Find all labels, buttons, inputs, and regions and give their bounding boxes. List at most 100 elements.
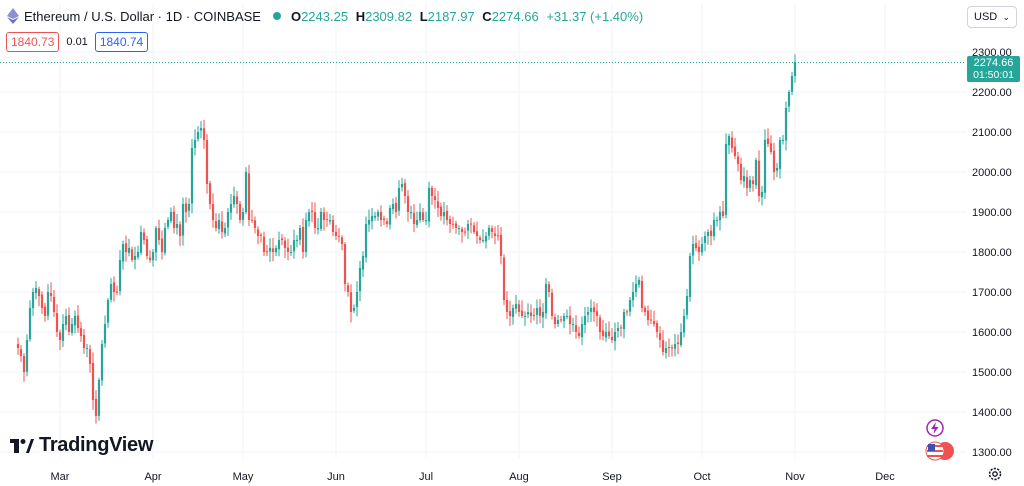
candle [337, 227, 341, 243]
candle [637, 276, 641, 288]
close-value: 2274.66 [491, 8, 539, 24]
candle [778, 137, 782, 179]
candle [247, 164, 251, 227]
candle [700, 237, 704, 256]
candle [127, 238, 131, 257]
x-tick-label: Dec [875, 471, 895, 483]
candle [25, 334, 29, 377]
candle [409, 205, 413, 219]
candle [772, 142, 776, 181]
candle [115, 285, 119, 296]
symbol-title[interactable]: Ethereum / U.S. Dollar · 1D · COINBASE [24, 8, 261, 24]
candle [253, 216, 257, 234]
candle [466, 219, 470, 239]
candle [382, 215, 386, 226]
gear-icon[interactable] [987, 466, 1003, 482]
candle [121, 240, 125, 270]
tradingview-logo[interactable]: TradingView [10, 434, 153, 457]
candle [604, 323, 608, 342]
candle [175, 214, 179, 235]
candle [793, 54, 797, 83]
candle [754, 157, 758, 190]
candle [736, 152, 740, 172]
candle [673, 333, 677, 357]
lightning-icon[interactable] [926, 419, 944, 437]
candle [751, 176, 755, 192]
y-tick-label: 1800.00 [972, 247, 1012, 259]
candle [727, 133, 731, 155]
candle [502, 254, 506, 305]
candle [520, 300, 524, 319]
candle [523, 311, 527, 326]
candle [250, 209, 254, 223]
candle [97, 377, 101, 421]
spread-value: 0.01 [66, 36, 88, 48]
candle [172, 205, 176, 234]
candle [613, 322, 617, 351]
time-axis[interactable]: Mar Apr May Jun Jul Aug Sep Oct Nov Dec [51, 471, 896, 483]
candle [100, 340, 104, 386]
candle [511, 304, 515, 325]
candle [64, 308, 68, 331]
candle [631, 282, 635, 308]
candle [451, 216, 455, 230]
candle [748, 175, 752, 193]
candle [88, 344, 92, 373]
high-value: 2309.82 [365, 8, 413, 24]
candle [697, 240, 701, 262]
candle [331, 215, 335, 237]
candle [643, 305, 647, 317]
candle [715, 216, 719, 227]
us-flag-icon[interactable] [925, 441, 955, 461]
candle [16, 337, 20, 355]
candle [757, 150, 761, 202]
candle [619, 324, 623, 337]
sell-button[interactable]: 1840.73 [6, 32, 60, 52]
x-tick-label: Jul [419, 471, 433, 483]
candle [574, 315, 578, 339]
candle [397, 180, 401, 216]
candle [439, 202, 443, 221]
candle [340, 235, 344, 251]
candle [136, 245, 140, 260]
candle [301, 218, 305, 259]
candle [712, 212, 716, 241]
candle [190, 139, 194, 214]
candle [685, 288, 689, 320]
candle [790, 71, 794, 96]
candle [724, 133, 728, 219]
candle [766, 128, 770, 148]
candle [616, 321, 620, 338]
candle [781, 134, 785, 145]
candle [703, 231, 707, 252]
candle [319, 207, 323, 232]
candle [490, 225, 494, 239]
candle [487, 224, 491, 240]
candle [241, 207, 245, 226]
candle [214, 213, 218, 232]
market-status-dot[interactable] [272, 12, 281, 20]
candle [559, 315, 563, 323]
candle [49, 282, 53, 302]
candle [85, 343, 89, 358]
candle [271, 238, 275, 262]
candle [763, 129, 767, 199]
candle [562, 313, 566, 329]
y-tick-label: 1300.00 [972, 447, 1012, 459]
y-tick-label: 1600.00 [972, 327, 1012, 339]
candle [256, 226, 260, 245]
chevron-down-icon: ⌄ [1002, 11, 1010, 22]
x-tick-label: Nov [785, 471, 805, 483]
candle [79, 321, 83, 342]
candle [142, 228, 146, 245]
candle [526, 303, 530, 319]
candle [430, 185, 434, 205]
buy-button[interactable]: 1840.74 [94, 32, 149, 52]
price-axis[interactable]: 1300.00 1400.00 1500.00 1600.00 1700.00 1800.… [972, 47, 1012, 459]
candle [244, 167, 248, 215]
x-tick-label: Mar [51, 471, 70, 483]
currency-button[interactable]: USD ⌄ [967, 6, 1017, 28]
candle [469, 218, 473, 234]
y-tick-label: 1400.00 [972, 407, 1012, 419]
